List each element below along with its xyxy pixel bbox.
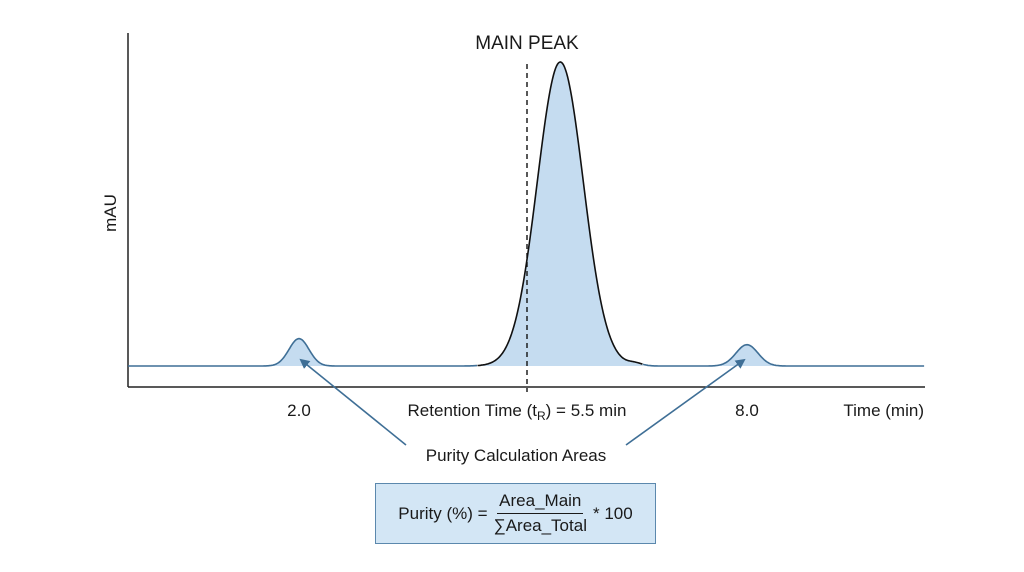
retention-time-label: Retention Time (tR) = 5.5 min <box>408 401 627 423</box>
retention-subscript: R <box>537 409 546 423</box>
formula-rhs: * 100 <box>592 503 633 523</box>
peak-area-5-5 <box>477 62 644 366</box>
trace-left <box>128 337 477 367</box>
arrow-to-right-peak <box>625 358 746 446</box>
trace-right <box>642 343 925 367</box>
formula-numerator: Area_Main <box>497 491 584 514</box>
trace-main-peak <box>477 61 643 367</box>
x-tick-right: 8.0 <box>735 401 759 420</box>
purity-formula-box: Purity (%) = Area_Main ∑Area_Total * 100 <box>375 483 656 544</box>
x-tick-left: 2.0 <box>287 401 311 420</box>
formula-fraction: Area_Main ∑Area_Total <box>494 491 587 536</box>
y-axis-label: mAU <box>101 194 120 232</box>
purity-areas-label: Purity Calculation Areas <box>426 446 606 465</box>
formula-lhs: Purity (%) = <box>398 503 488 523</box>
peak-area-2 <box>263 338 335 366</box>
arrow-to-left-peak <box>299 358 407 446</box>
x-axis-label: Time (min) <box>843 401 924 420</box>
main-peak-label: MAIN PEAK <box>475 33 579 54</box>
peak-area-8 <box>707 344 787 366</box>
formula-denominator: ∑Area_Total <box>493 516 587 535</box>
